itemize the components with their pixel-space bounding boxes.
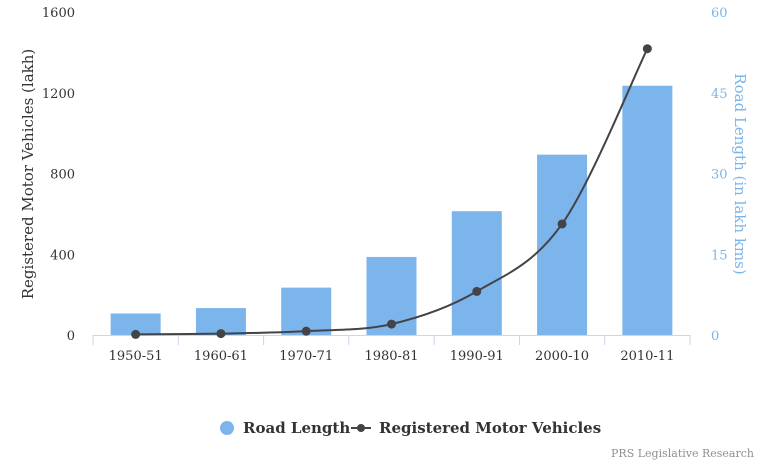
y-left-tick-label-1200: 1200	[42, 87, 75, 102]
point-registered-motor-vehicles-1960-61[interactable]	[216, 329, 226, 339]
y-right-tick-label-45: 45	[711, 87, 728, 102]
point-registered-motor-vehicles-2010-11[interactable]	[642, 44, 652, 54]
x-axis: 1950-51 1960-61 1970-71 1980-81 1990-91 2000-…	[92, 335, 691, 364]
point-registered-motor-vehicles-1980-81[interactable]	[387, 319, 396, 329]
legend-item-road-length[interactable]: Road Length	[220, 419, 350, 437]
y-axis-right: 0 15 30 45 60	[711, 6, 728, 344]
y-left-tick-label-800: 800	[50, 168, 75, 183]
legend-label-registered-motor-vehicles: Registered Motor Vehicles	[379, 419, 601, 437]
x-tick-label-1950-51: 1950-51	[109, 349, 163, 364]
x-tick-label-2010-11: 2010-11	[620, 349, 674, 364]
x-tick-label-1990-91: 1990-91	[450, 349, 504, 364]
legend-symbol-registered-motor-vehicles	[357, 424, 365, 432]
y-right-tick-label-60: 60	[711, 6, 728, 21]
y-axis-left-label: Registered Motor Vehicles (lakh)	[19, 49, 37, 300]
credit-text[interactable]: PRS Legislative Research	[611, 447, 754, 460]
bar-series-road-length	[110, 85, 673, 335]
x-tick-label-1980-81: 1980-81	[364, 349, 418, 364]
bar-road-length-2010-11[interactable]	[622, 85, 673, 335]
x-tick-label-2000-10: 2000-10	[535, 349, 589, 364]
line-series-registered-motor-vehicles	[131, 44, 652, 339]
y-left-tick-label-400: 400	[50, 248, 75, 263]
y-right-tick-label-30: 30	[711, 168, 728, 183]
y-right-tick-label-0: 0	[711, 329, 719, 344]
y-axis-right-label: Road Length (in lakh kms)	[731, 73, 749, 274]
y-right-tick-label-15: 15	[711, 248, 728, 263]
point-registered-motor-vehicles-1990-91[interactable]	[472, 286, 482, 296]
legend: Road Length Registered Motor Vehicles	[220, 419, 601, 437]
y-left-tick-label-0: 0	[67, 329, 75, 344]
legend-label-road-length: Road Length	[243, 419, 350, 437]
point-registered-motor-vehicles-2000-10[interactable]	[557, 219, 567, 229]
y-axis-left: 0 400 800 1200 1600	[42, 6, 75, 344]
bar-road-length-1990-91[interactable]	[451, 211, 502, 335]
point-registered-motor-vehicles-1970-71[interactable]	[301, 326, 311, 336]
legend-item-registered-motor-vehicles[interactable]: Registered Motor Vehicles	[351, 419, 601, 437]
legend-symbol-road-length	[220, 421, 234, 435]
x-tick-label-1970-71: 1970-71	[279, 349, 333, 364]
x-tick-label-1960-61: 1960-61	[194, 349, 248, 364]
point-registered-motor-vehicles-1950-51[interactable]	[131, 329, 141, 339]
bar-road-length-1950-51[interactable]	[110, 313, 161, 335]
y-left-tick-label-1600: 1600	[42, 6, 75, 21]
